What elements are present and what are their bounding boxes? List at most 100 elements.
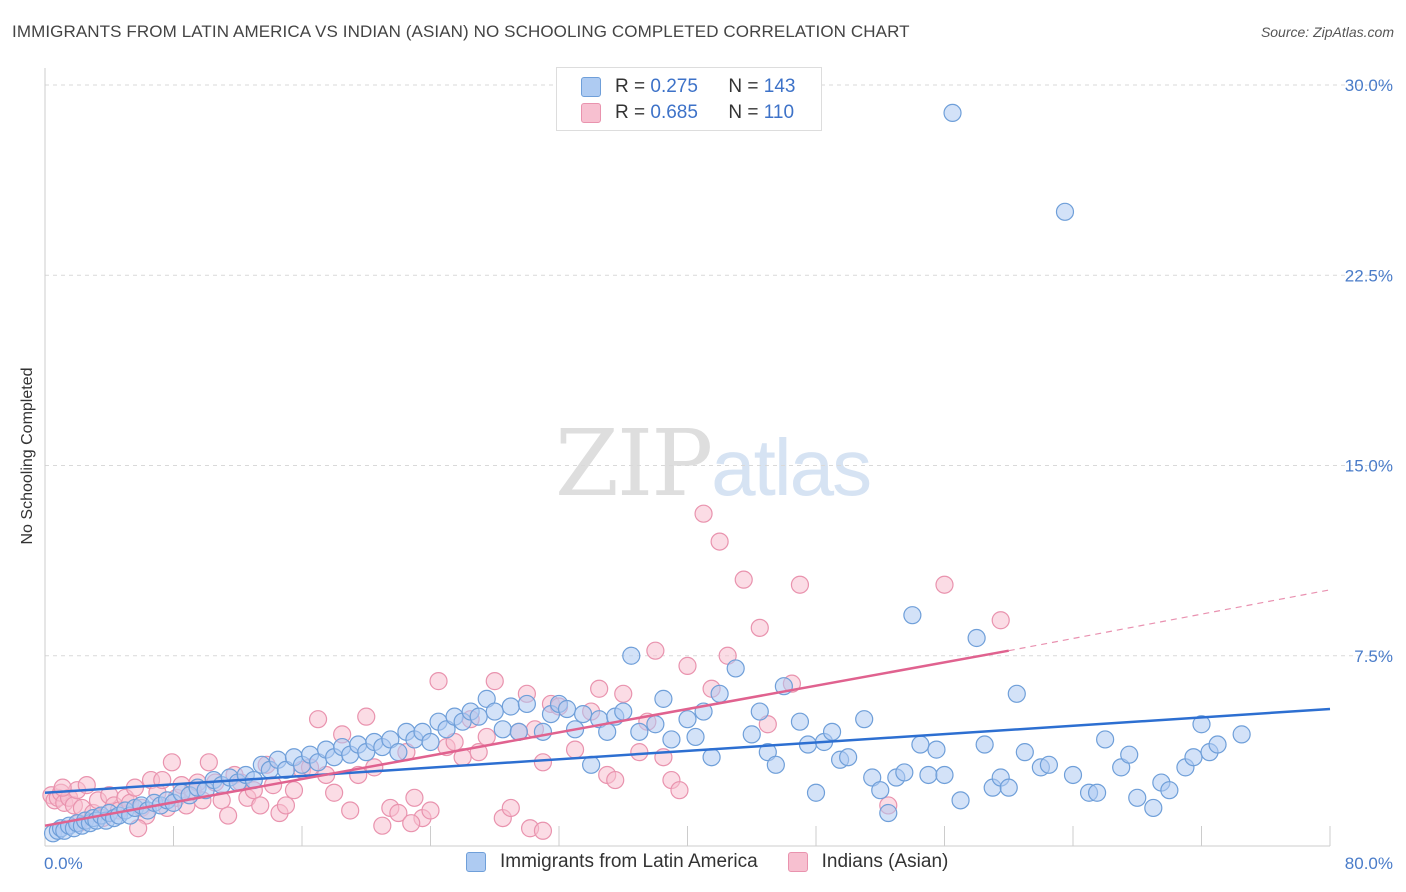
latin-america-point [790, 712, 810, 731]
indian-asian-trendline-extension [1008, 589, 1331, 652]
latin-america-point [1039, 755, 1059, 774]
legend-row-pink: R = 0.685 N = 110 [581, 101, 794, 125]
latin-america-trendline [44, 707, 1331, 794]
watermark-atlas: atlas [711, 423, 872, 512]
y-tick-label: 15.0% [1345, 457, 1393, 476]
indian-asian-point [670, 781, 689, 800]
indian-asian-point [308, 710, 328, 729]
x-tick-label: 80.0% [1345, 854, 1393, 873]
indian-asian-point [606, 770, 625, 790]
indian-asian-point [199, 753, 218, 772]
indian-asian-point [53, 778, 72, 797]
latin-america-point [1128, 788, 1147, 807]
indian-asian-point [429, 672, 448, 691]
source-label: Source: ZipAtlas.com [1260, 24, 1394, 40]
legend-r-value: 0.275 [650, 76, 698, 97]
series-swatch-blue [466, 852, 486, 872]
latin-america-point [1144, 798, 1163, 818]
latin-america-point [389, 743, 408, 762]
latin-america-point [1087, 783, 1107, 802]
latin-america-point [879, 803, 898, 823]
indian-asian-point [402, 814, 421, 833]
latin-america-point [1063, 765, 1083, 785]
latin-america-point [1232, 725, 1251, 744]
series-label: Indians (Asian) [821, 851, 949, 872]
latin-america-point [871, 781, 890, 800]
stats-legend: R = 0.275 N = 143 R = 0.685 N = 110 [556, 67, 822, 131]
latin-america-point [1120, 745, 1139, 764]
series-legend-item-indians: Indians (Asian) [787, 851, 949, 873]
latin-america-point [501, 697, 520, 716]
latin-america-point [806, 783, 826, 802]
legend-n-label: N = [728, 102, 764, 123]
latin-america-point [678, 710, 697, 729]
chart-title: IMMIGRANTS FROM LATIN AMERICA VS INDIAN … [12, 22, 910, 41]
latin-america-point [750, 702, 769, 721]
latin-america-point [919, 765, 938, 785]
latin-america-point [662, 730, 681, 749]
latin-america-point [646, 715, 665, 734]
latin-america-point [895, 763, 914, 782]
latin-america-point [1192, 715, 1211, 734]
indian-asian-point [405, 788, 424, 807]
indian-asian-point [341, 801, 360, 820]
latin-america-point [485, 702, 504, 721]
latin-america-point [839, 748, 858, 767]
indian-asian-trendline [44, 649, 1009, 827]
latin-america-point [903, 606, 922, 625]
indian-asian-point [162, 753, 181, 772]
latin-america-point [702, 748, 721, 767]
y-tick-label: 7.5% [1354, 647, 1393, 666]
indian-asian-point [485, 672, 504, 691]
legend-row-blue: R = 0.275 N = 143 [581, 75, 795, 99]
latin-america-point [1015, 743, 1034, 762]
watermark: ZIPatlas [555, 410, 872, 517]
indian-asian-point [935, 575, 954, 594]
latin-america-point [469, 707, 488, 726]
indian-asian-point [590, 679, 609, 698]
latin-america-point [1160, 781, 1179, 800]
indian-asian-point [565, 740, 585, 759]
indian-asian-point [421, 801, 440, 820]
indian-asian-point [276, 796, 296, 815]
legend-r-label: R = [615, 76, 651, 97]
latin-america-point [766, 755, 785, 774]
indian-asian-point [373, 816, 392, 835]
latin-america-point [614, 702, 633, 721]
legend-r-value: 0.685 [650, 102, 698, 123]
latin-america-point [582, 755, 601, 774]
latin-america-point [742, 725, 761, 744]
latin-america-point [654, 689, 673, 708]
indian-asian-point [734, 570, 753, 589]
legend-swatch-pink [581, 103, 601, 123]
legend-n-label: N = [728, 76, 764, 97]
indian-asian-point [991, 611, 1010, 630]
legend-r-label: R = [615, 102, 651, 123]
watermark-zip: ZIP [555, 410, 713, 517]
latin-america-point [573, 704, 593, 724]
series-swatch-pink [787, 852, 808, 872]
x-tick-label: 0.0% [44, 854, 83, 873]
y-tick-label: 22.5% [1345, 266, 1393, 285]
y-tick-label: 30.0% [1345, 76, 1393, 95]
latin-america-point [935, 765, 954, 785]
indian-asian-point [750, 618, 769, 637]
latin-america-point [421, 732, 440, 752]
latin-america-point [517, 694, 536, 714]
indian-asian-point [533, 753, 553, 772]
latin-america-point [1184, 748, 1203, 767]
latin-america-point [710, 684, 729, 703]
indian-asian-point [389, 803, 408, 823]
latin-america-point [911, 735, 930, 754]
latin-america-point [630, 722, 649, 741]
latin-america-point [686, 727, 705, 747]
latin-america-point [951, 791, 970, 810]
latin-america-point [967, 628, 986, 648]
indian-asian-point [533, 821, 553, 840]
latin-america-point [726, 659, 745, 678]
latin-america-point [1007, 684, 1026, 703]
latin-america-point [533, 722, 553, 741]
latin-america-point [927, 740, 946, 759]
latin-america-point [975, 735, 994, 754]
